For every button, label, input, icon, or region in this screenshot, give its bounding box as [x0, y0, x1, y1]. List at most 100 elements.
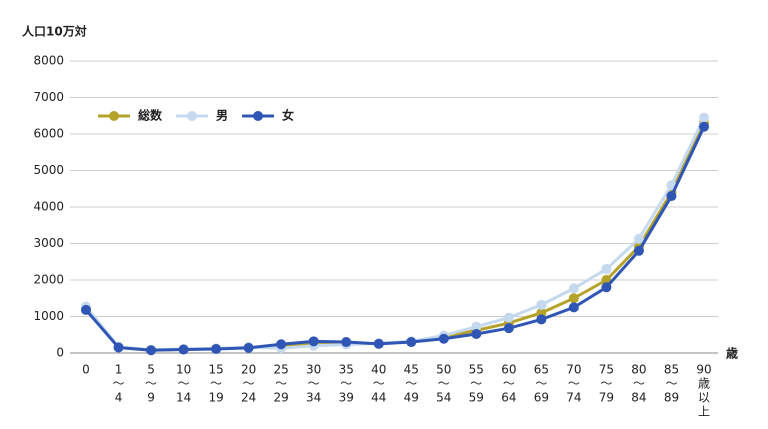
point [406, 337, 417, 348]
x-tick-label: 〜 [243, 377, 255, 391]
x-tick-label: 歳 [698, 377, 710, 391]
x-tick-label: 60 [501, 363, 516, 377]
point [178, 344, 189, 355]
x-tick-label: 〜 [145, 377, 157, 391]
x-tick-label: 〜 [275, 377, 287, 391]
x-tick-label: 24 [241, 391, 256, 405]
point [341, 337, 352, 348]
point [568, 302, 579, 313]
point [146, 345, 157, 356]
x-tick-label: 〜 [633, 377, 645, 391]
point [666, 191, 677, 202]
x-tick-label: 64 [501, 391, 516, 405]
x-tick-label: 70 [566, 363, 581, 377]
y-tick-label: 4000 [33, 200, 64, 214]
x-tick-label: 〜 [308, 377, 320, 391]
y-axis-label: 人口10万対 [22, 24, 87, 39]
y-tick-label: 5000 [33, 163, 64, 177]
x-tick-label: 65 [534, 363, 549, 377]
point [633, 233, 644, 244]
x-tick-label: 〜 [600, 377, 612, 391]
x-tick-label: 〜 [113, 377, 125, 391]
x-tick-label: 4 [115, 391, 123, 405]
x-tick-label: 〜 [210, 377, 222, 391]
series-line [84, 116, 706, 352]
x-tick-label: 55 [469, 363, 484, 377]
point [633, 245, 644, 256]
y-tick-label: 8000 [33, 54, 64, 68]
y-tick-label: 1000 [33, 309, 64, 323]
x-tick-label: 40 [371, 363, 386, 377]
x-tick-label: 9 [147, 391, 155, 405]
point [601, 282, 612, 293]
x-tick-label: 〜 [503, 377, 515, 391]
x-tick-label: 以 [698, 391, 710, 405]
legend-marker [109, 111, 119, 121]
x-tick-label: 90 [696, 363, 711, 377]
point [113, 342, 124, 353]
x-tick-label: 84 [631, 391, 646, 405]
x-tick-label: 85 [664, 363, 679, 377]
legend-label: 女 [282, 108, 294, 123]
x-tick-label: 15 [208, 363, 223, 377]
x-tick-label: 〜 [535, 377, 547, 391]
x-tick-label: 35 [339, 363, 354, 377]
x-tick-label: 49 [404, 391, 419, 405]
legend-marker [187, 111, 198, 121]
point [471, 329, 482, 340]
x-tick-label: 50 [436, 363, 451, 377]
legend-label: 男 [216, 109, 228, 123]
x-tick-label: 29 [274, 391, 289, 405]
x-tick-label: 14 [176, 391, 191, 405]
x-tick-label: 0 [82, 363, 90, 377]
x-tick-label: 上 [698, 405, 710, 419]
point [699, 112, 709, 123]
point [373, 338, 384, 349]
point [568, 283, 579, 294]
x-tick-label: 44 [371, 391, 386, 405]
x-tick-label: 80 [631, 363, 646, 377]
y-tick-label: 6000 [33, 127, 64, 141]
x-tick-label: 20 [241, 363, 256, 377]
x-tick-label: 10 [176, 363, 191, 377]
y-tick-label: 7000 [33, 90, 64, 104]
x-tick-label: 34 [306, 391, 321, 405]
point [503, 312, 514, 323]
x-tick-label: 〜 [178, 377, 190, 391]
y-tick-label: 2000 [33, 273, 64, 287]
y-tick-label: 3000 [33, 236, 64, 250]
point [308, 336, 319, 347]
point [536, 314, 547, 325]
point [601, 264, 612, 275]
x-tick-label: 89 [664, 391, 679, 405]
point [211, 343, 222, 354]
x-tick-label: 〜 [438, 377, 450, 391]
x-tick-label: 〜 [340, 377, 352, 391]
point [81, 304, 91, 315]
x-tick-label: 69 [534, 391, 549, 405]
x-tick-label: 39 [339, 391, 354, 405]
point [438, 333, 449, 344]
point [568, 293, 579, 304]
x-tick-label: 79 [599, 391, 614, 405]
x-tick-label: 〜 [405, 377, 417, 391]
point [503, 323, 514, 334]
x-tick-label: 〜 [568, 377, 580, 391]
x-tick-label: 54 [436, 391, 451, 405]
point [276, 339, 287, 350]
x-tick-label: 〜 [665, 377, 677, 391]
x-tick-label: 〜 [373, 377, 385, 391]
series-line [84, 126, 706, 352]
point [699, 121, 709, 132]
x-tick-label: 74 [566, 391, 581, 405]
x-tick-label: 19 [208, 391, 223, 405]
point [471, 321, 482, 332]
x-tick-label: 25 [274, 363, 289, 377]
x-tick-label: 1 [115, 363, 123, 377]
x-tick-label: 5 [147, 363, 155, 377]
legend-label: 総数 [138, 108, 163, 123]
x-axis-label: 歳 [726, 346, 738, 361]
point [243, 342, 254, 353]
